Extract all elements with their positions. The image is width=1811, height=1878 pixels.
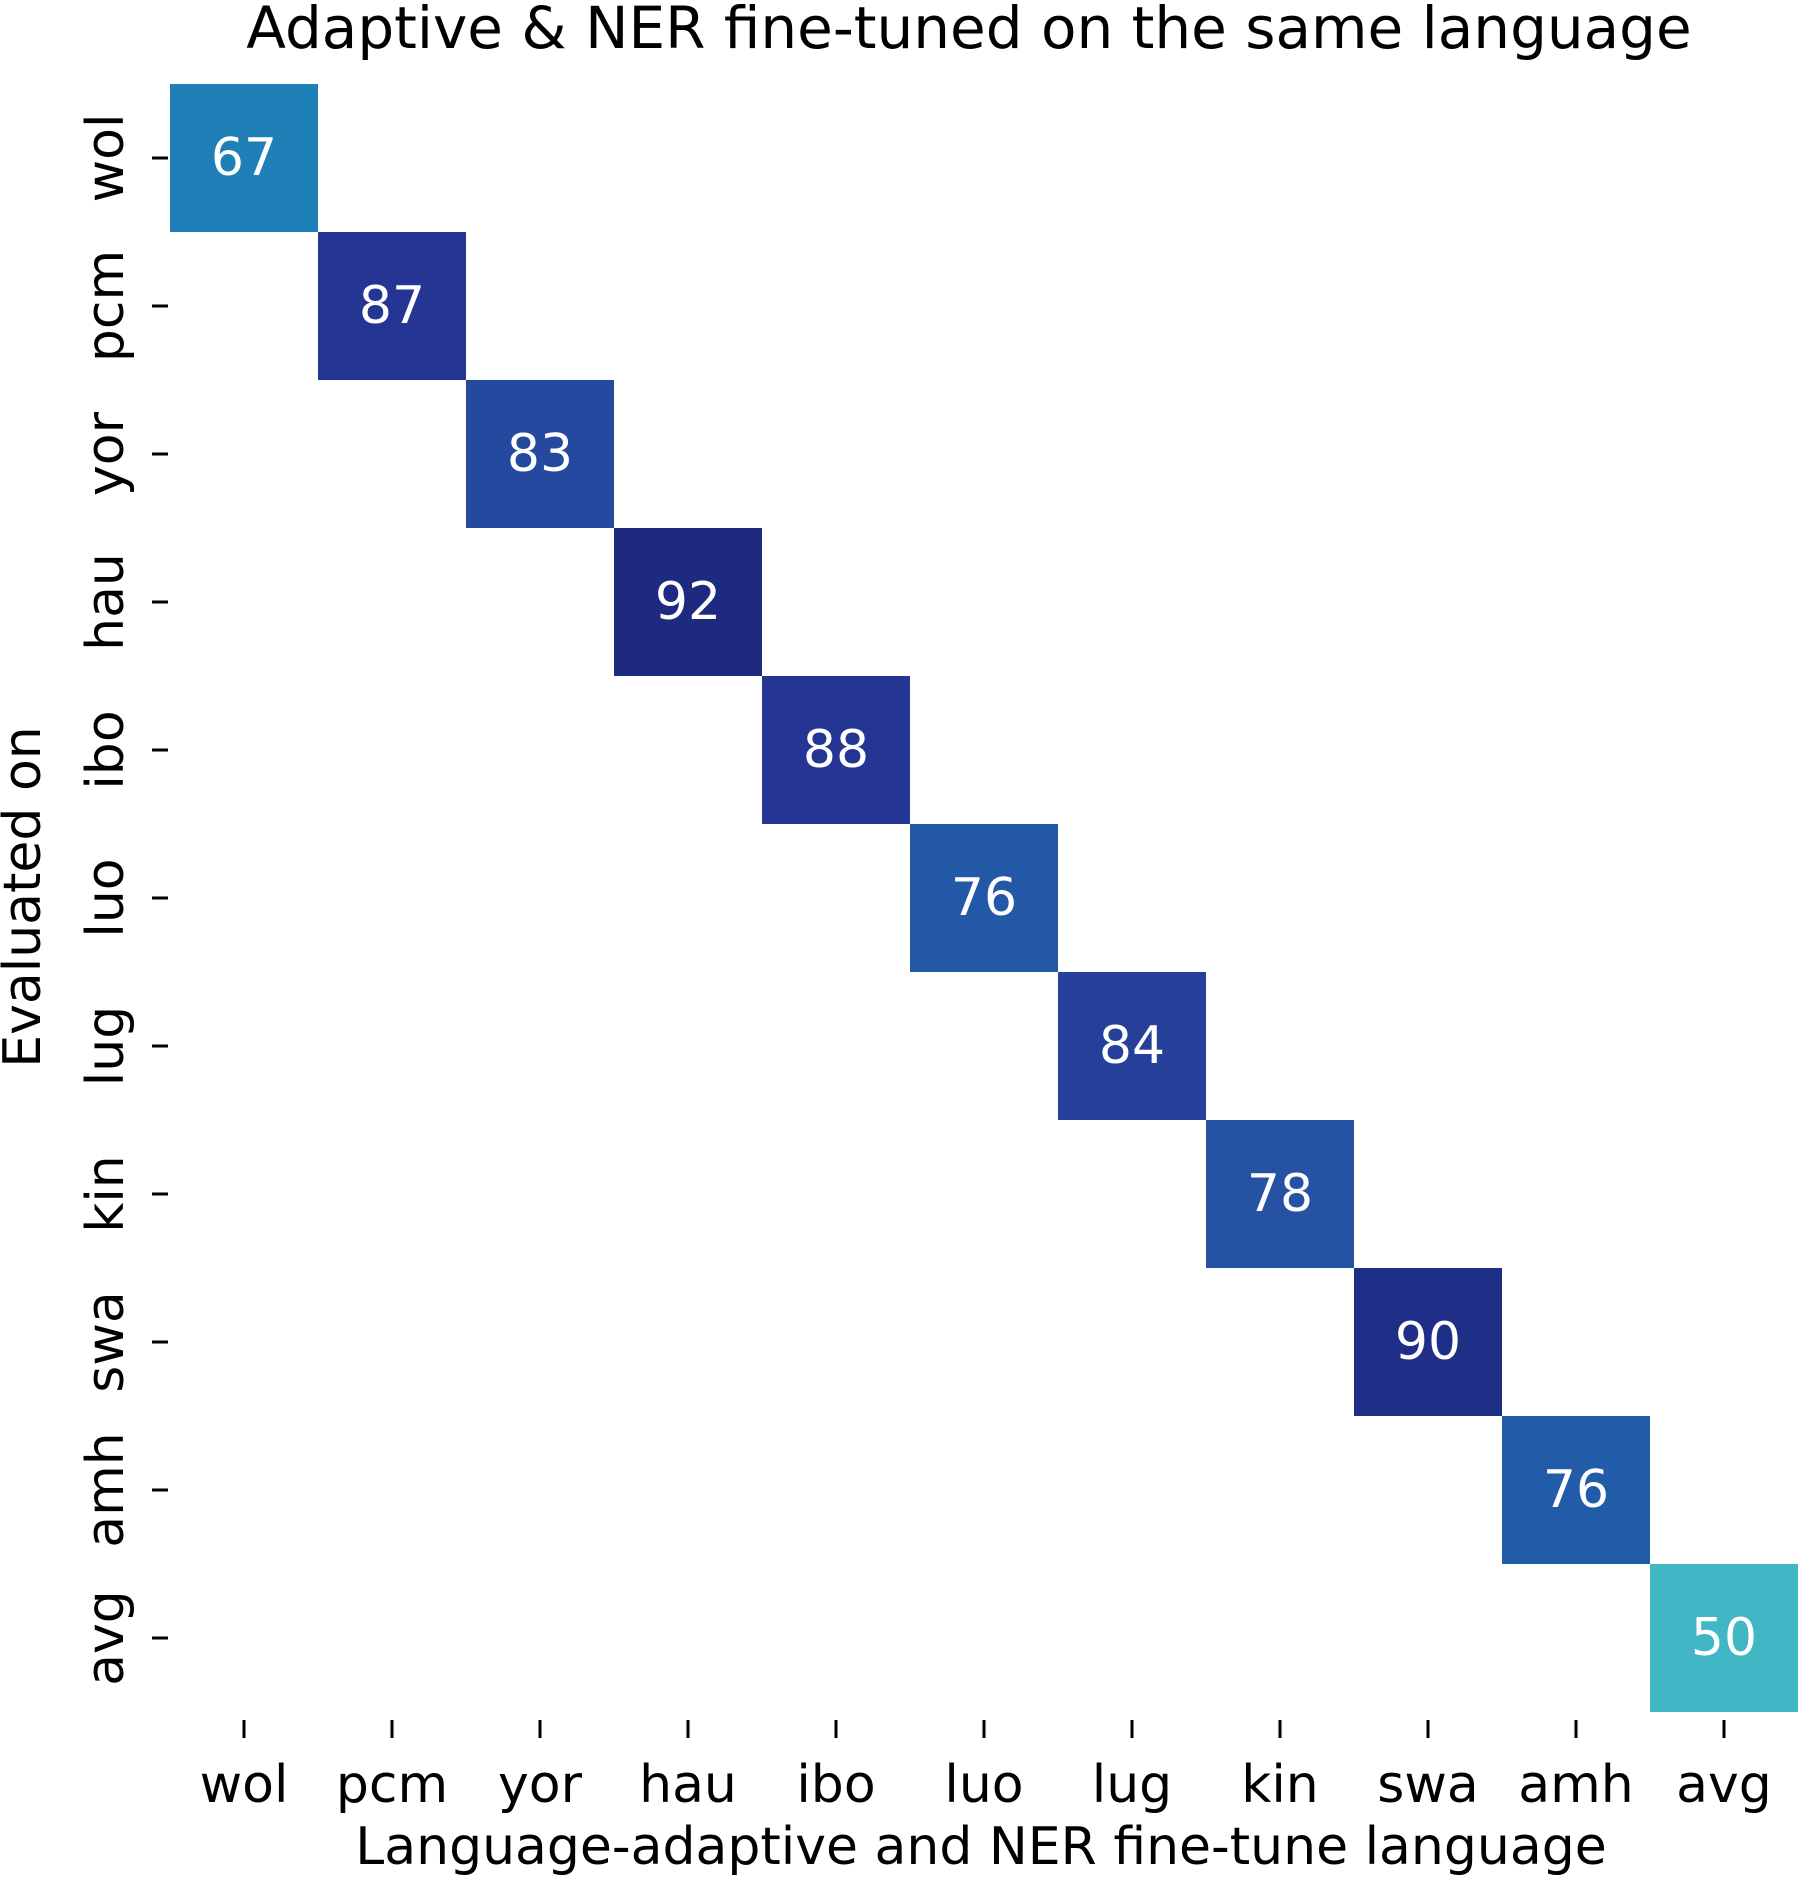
y-tick-label-amh: amh	[76, 1432, 136, 1547]
cell-value-label: 76	[951, 868, 1017, 928]
y-tick-label-kin: kin	[76, 1155, 136, 1233]
y-tick-label-yor: yor	[76, 411, 136, 496]
heatmap-cell-luo-luo	[910, 824, 1058, 972]
cell-value-label: 92	[655, 572, 721, 632]
x-tick-label-lug: lug	[1092, 1755, 1172, 1815]
cell-value-label: 84	[1099, 1016, 1165, 1076]
heatmap-cell-pcm-pcm	[318, 232, 466, 380]
x-tick-label-yor: yor	[498, 1755, 583, 1815]
x-tick-label-amh: amh	[1518, 1755, 1633, 1815]
x-axis: wol pcm yor hau ibo luo lug kin swa amh avg	[200, 1720, 1772, 1815]
heatmap-cell-avg-avg	[1650, 1564, 1798, 1712]
x-tick-label-pcm: pcm	[336, 1755, 448, 1815]
cell-value-label: 78	[1247, 1164, 1313, 1224]
y-tick-label-swa: swa	[76, 1291, 136, 1393]
x-tick-label-wol: wol	[200, 1755, 289, 1815]
y-tick-label-luo: luo	[76, 858, 136, 937]
heatmap-cell-wol-wol	[170, 84, 318, 232]
x-tick-label-kin: kin	[1241, 1755, 1319, 1815]
cell-value-label: 50	[1691, 1608, 1757, 1668]
y-tick-label-avg: avg	[76, 1590, 136, 1686]
heatmap-cells	[170, 84, 1798, 1712]
y-tick-label-pcm: pcm	[76, 250, 136, 362]
y-axis: wol pcm yor hau ibo luo lug kin swa amh avg	[76, 114, 168, 1686]
x-tick-label-ibo: ibo	[796, 1755, 875, 1815]
x-tick-label-avg: avg	[1676, 1755, 1772, 1815]
x-axis-label: Language-adaptive and NER fine-tune lang…	[355, 1817, 1606, 1877]
y-tick-label-wol: wol	[76, 114, 136, 203]
heatmap-cell-yor-yor	[466, 380, 614, 528]
cell-value-label: 67	[211, 128, 277, 188]
heatmap-cell-lug-lug	[1058, 972, 1206, 1120]
heatmap-cell-swa-swa	[1354, 1268, 1502, 1416]
x-tick-label-swa: swa	[1377, 1755, 1479, 1815]
heatmap-cell-ibo-ibo	[762, 676, 910, 824]
y-tick-label-ibo: ibo	[76, 710, 136, 789]
chart-title: Adaptive & NER fine-tuned on the same la…	[246, 0, 1691, 62]
heatmap-cell-amh-amh	[1502, 1416, 1650, 1564]
cell-value-label: 76	[1543, 1460, 1609, 1520]
cell-value-labels: 67 87 83 92 88 76 84 78 90 76 50	[211, 128, 1757, 1668]
y-tick-label-lug: lug	[76, 1006, 136, 1086]
y-axis-label: Evaluated on	[0, 726, 53, 1067]
y-tick-label-hau: hau	[76, 553, 136, 651]
cell-value-label: 87	[359, 276, 425, 336]
cell-value-label: 83	[507, 424, 573, 484]
cell-value-label: 88	[803, 720, 869, 780]
heatmap-cell-hau-hau	[614, 528, 762, 676]
cell-value-label: 90	[1395, 1312, 1461, 1372]
x-tick-label-luo: luo	[944, 1755, 1023, 1815]
heatmap-cell-kin-kin	[1206, 1120, 1354, 1268]
x-tick-label-hau: hau	[639, 1755, 737, 1815]
